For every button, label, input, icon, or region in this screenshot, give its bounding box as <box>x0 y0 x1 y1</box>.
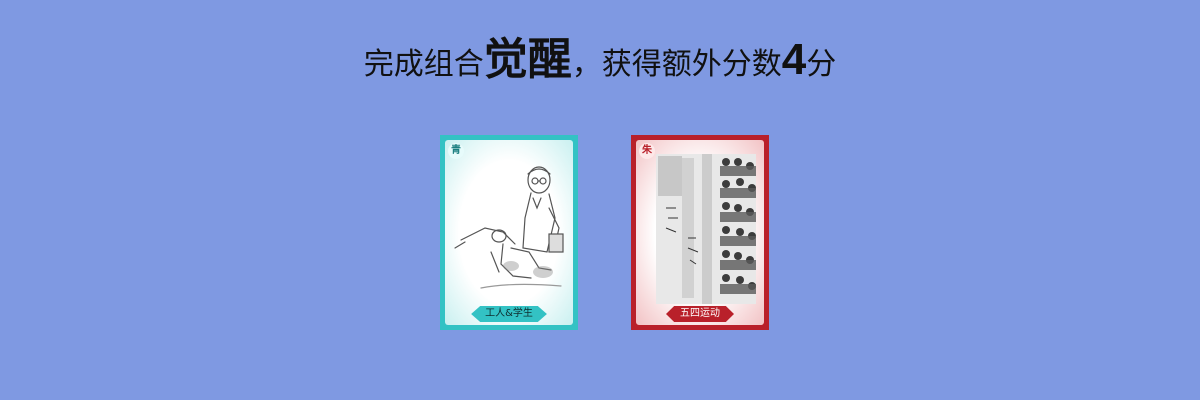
headline-part1: 完成组合 <box>363 47 484 82</box>
card-rarity-badge: 青 <box>448 143 464 159</box>
card-label: 五四运动 <box>666 306 734 322</box>
headline-emphasis: 觉醒 <box>483 34 572 85</box>
card-worker-student[interactable]: 青 <box>440 135 578 330</box>
headline-part2: ，获得额外分数 <box>571 47 782 82</box>
bonus-score: 4 <box>781 35 807 84</box>
card-face: 青 <box>445 140 573 325</box>
card-may-fourth[interactable]: 朱 <box>631 135 769 330</box>
card-face: 朱 <box>636 140 764 325</box>
card-rarity-badge: 朱 <box>639 143 655 159</box>
card-label: 工人&学生 <box>471 306 547 322</box>
combo-headline: 完成组合觉醒，获得额外分数4分 <box>0 30 1200 95</box>
may-fourth-crowd-photo-icon <box>656 154 756 304</box>
score-unit: 分 <box>806 47 837 82</box>
worker-student-sketch-icon <box>454 166 564 289</box>
